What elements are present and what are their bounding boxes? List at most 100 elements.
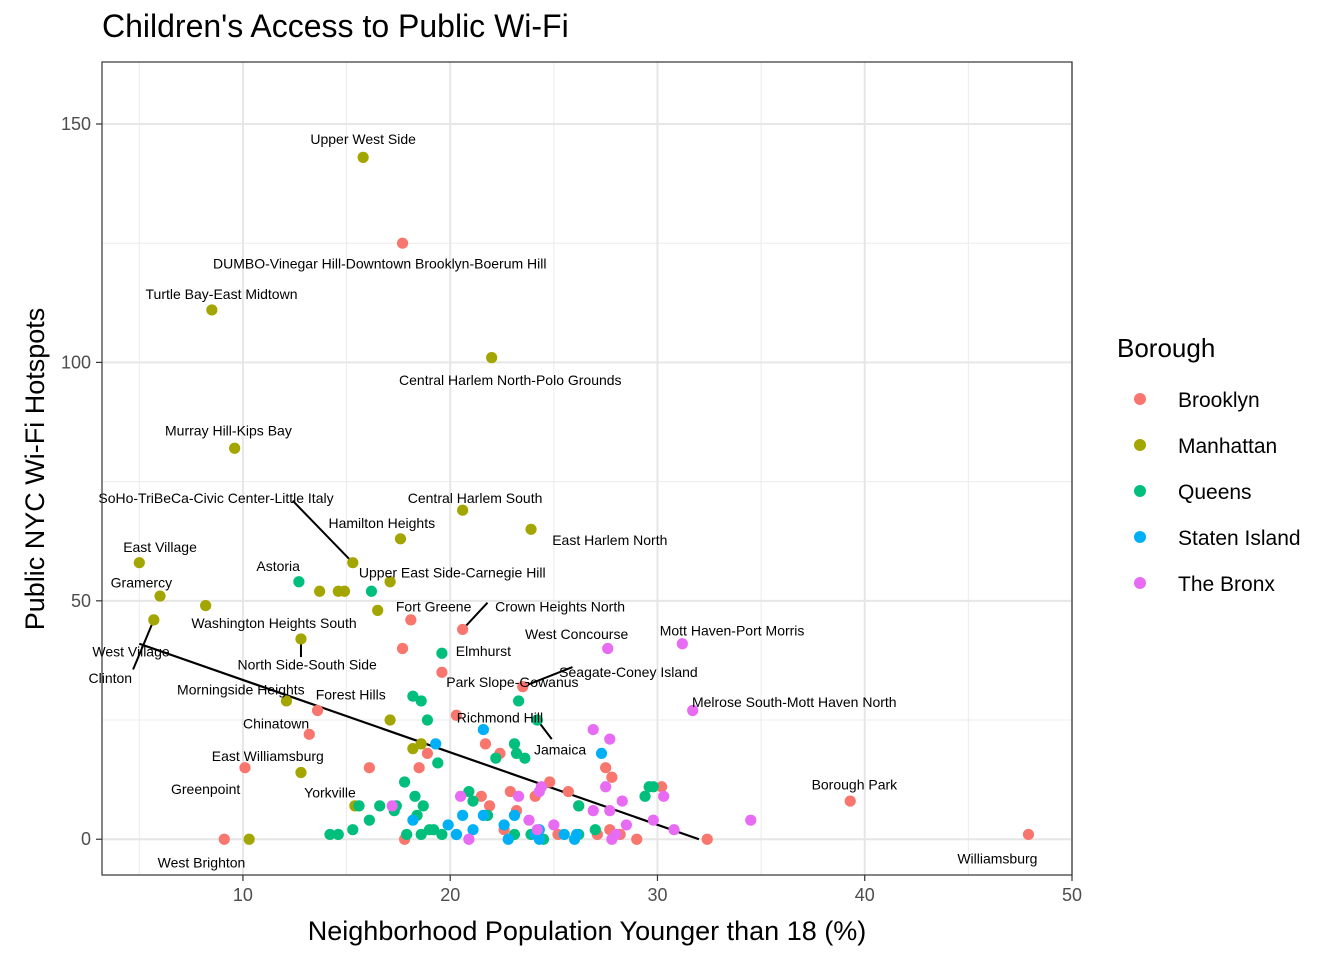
point-brooklyn [844,795,856,807]
point-queens [365,585,378,597]
point-brooklyn [600,762,612,774]
point-label: Upper West Side [310,131,416,147]
point-label: West Brighton [158,855,246,871]
point-brooklyn [517,681,529,693]
point-label: Murray Hill-Kips Bay [165,423,292,439]
point-queens [347,824,359,836]
legend-key [1134,393,1146,405]
point-brooklyn [405,614,417,626]
point-label: Jamaica [534,742,586,758]
point-manhattan [229,442,241,454]
point-manhattan [243,833,255,845]
point-the-bronx [647,814,659,826]
point-staten-island [450,828,463,841]
point-staten-island [595,747,608,760]
point-the-bronx [745,814,757,826]
point-label: Forest Hills [316,686,386,702]
point-label: West Concourse [525,626,628,642]
point-queens [401,828,413,841]
point-staten-island [467,824,479,836]
point-the-bronx [386,800,398,812]
point-manhattan [295,633,307,645]
point-staten-island [442,819,454,831]
point-queens [436,828,448,841]
point-manhattan [415,738,427,750]
point-queens [293,576,305,588]
point-queens [508,738,521,750]
point-brooklyn [436,666,448,678]
point-brooklyn [479,738,492,750]
point-label: Hamilton Heights [329,515,436,531]
point-label: Astoria [256,558,300,574]
point-staten-island [508,809,521,821]
point-brooklyn [475,790,487,802]
legend-label: Brooklyn [1178,389,1260,412]
point-label: Washington Heights South [191,615,356,631]
point-the-bronx [535,781,548,793]
leader-line [291,499,354,564]
point-label: Fort Greene [396,599,472,615]
point-brooklyn [631,833,643,845]
point-queens [589,824,601,836]
legend-label: Manhattan [1178,435,1277,458]
legend-title: Borough [1117,333,1215,363]
point-brooklyn [311,704,324,717]
point-brooklyn [701,833,713,845]
point-label: SoHo-TriBeCa-Civic Center-Little Italy [98,490,333,506]
point-manhattan [148,614,160,626]
leader-line [522,666,573,688]
point-label: Clinton [88,670,132,686]
point-queens [374,800,386,812]
point-brooklyn [606,771,618,783]
point-label: West Village [92,643,170,659]
point-staten-island [477,723,489,736]
point-label: Gramercy [111,575,172,591]
point-manhattan [154,590,166,602]
point-queens [324,828,336,841]
point-label: Turtle Bay-East Midtown [146,286,298,302]
point-label: East Harlem North [552,532,667,548]
point-manhattan [372,604,384,616]
point-label: Central Harlem South [408,490,543,506]
point-label: East Village [123,539,197,555]
point-the-bronx [616,795,628,807]
point-label: Richmond Hill [457,710,543,726]
point-the-bronx [658,790,670,802]
point-the-bronx [602,642,614,655]
x-axis-title: Neighborhood Population Younger than 18 … [308,916,866,946]
chart-title: Children's Access to Public Wi-Fi [102,8,569,44]
point-queens [467,795,479,807]
point-staten-island [430,738,442,750]
point-manhattan [200,599,212,612]
point-the-bronx [513,790,525,802]
point-manhattan [338,585,351,597]
points-layer [133,151,1035,845]
y-tick-label: 0 [81,829,91,849]
point-queens [415,828,427,841]
x-axis: 10 20 30 40 50 [233,875,1082,905]
point-label: Elmhurst [456,643,511,659]
point-queens [353,800,365,812]
point-queens [490,752,502,764]
legend-key [1134,485,1146,497]
point-manhattan [206,304,218,316]
point-the-bronx [668,824,680,836]
x-tick-label: 50 [1062,885,1082,905]
point-brooklyn [483,800,496,812]
point-the-bronx [587,723,599,736]
point-manhattan [457,504,469,516]
legend-label: Queens [1178,481,1252,504]
point-the-bronx [587,805,599,817]
point-label: Central Harlem North-Polo Grounds [399,372,622,388]
point-brooklyn [1022,828,1035,841]
point-manhattan [384,714,396,726]
point-manhattan [486,352,498,364]
y-tick-label: 50 [71,591,91,611]
point-the-bronx [604,733,616,745]
point-queens [463,785,475,798]
legend-key [1134,439,1146,451]
point-label: Morningside Heights [177,682,305,698]
point-queens [409,790,421,802]
point-manhattan [314,585,326,597]
point-queens [436,647,448,659]
